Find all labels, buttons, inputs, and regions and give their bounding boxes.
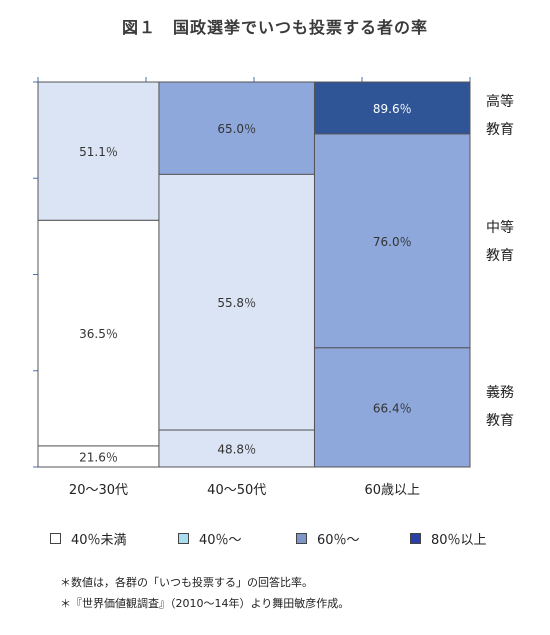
- row-label-line1: 高等: [486, 93, 514, 110]
- cell-label: 48.8％: [217, 443, 256, 457]
- footnote: ＊数値は，各群の「いつも投票する」の回答比率。: [60, 576, 313, 589]
- cell-label: 51.1％: [79, 145, 118, 159]
- legend-swatch-white: [50, 533, 61, 544]
- legend-label: 40％〜: [199, 533, 242, 548]
- footnote: ＊『世界価値観調査』（2010〜14年）より舞田敏彦作成。: [60, 597, 350, 610]
- x-tick-label: 60歳以上: [364, 483, 420, 498]
- legend-item-40-plus: 40％〜: [178, 529, 242, 548]
- legend-item-60-plus: 60％〜: [296, 529, 360, 548]
- cell-1-1: [158, 173, 315, 431]
- row-label-line2: 教育: [486, 248, 514, 264]
- cell-label: 66.4％: [373, 401, 412, 415]
- legend-swatch-medium-blue: [296, 533, 307, 544]
- cell-0-0: [37, 81, 160, 221]
- cell-0-1: [37, 219, 160, 447]
- legend: 40％未満 40％〜 60％〜 80％以上: [50, 529, 520, 549]
- legend-item-80-plus: 80％以上: [410, 529, 487, 548]
- row-label-line2: 教育: [486, 413, 514, 429]
- footnotes: ＊数値は，各群の「いつも投票する」の回答比率。 ＊『世界価値観調査』（2010〜…: [60, 572, 349, 614]
- x-tick-labels: 20〜30代 40〜50代 60歳以上: [69, 483, 420, 498]
- x-tick-label: 20〜30代: [69, 483, 128, 498]
- chart-cell-labels: 51.1％ 36.5％ 21.6％ 65.0％ 55.8％ 48.8％ 89.6％ 76.0％…: [79, 102, 411, 465]
- legend-swatch-light-blue: [178, 533, 189, 544]
- legend-item-below-40: 40％未満: [50, 529, 127, 548]
- row-label-line1: 義務: [486, 384, 514, 401]
- legend-swatch-dark-blue: [410, 533, 421, 544]
- row-label-line2: 教育: [486, 122, 514, 138]
- chart-title: 図１ 国政選挙でいつも投票する者の率: [121, 18, 428, 37]
- legend-label: 80％以上: [431, 533, 487, 548]
- cell-label: 36.5％: [79, 327, 118, 341]
- cell-2-0: [313, 81, 471, 135]
- cell-label: 89.6％: [373, 102, 412, 116]
- cell-label: 55.8％: [217, 296, 256, 310]
- cell-2-2: [313, 347, 471, 468]
- cell-label: 76.0％: [373, 235, 412, 249]
- legend-label: 60％〜: [317, 533, 360, 548]
- cell-1-2: [158, 429, 315, 468]
- cell-label: 65.0％: [217, 122, 256, 136]
- chart-cells: [37, 81, 471, 468]
- cell-label: 21.6％: [79, 450, 118, 464]
- legend-label: 40％未満: [71, 533, 127, 548]
- x-tick-label: 40〜50代: [207, 483, 266, 498]
- row-label-line1: 中等: [486, 219, 514, 236]
